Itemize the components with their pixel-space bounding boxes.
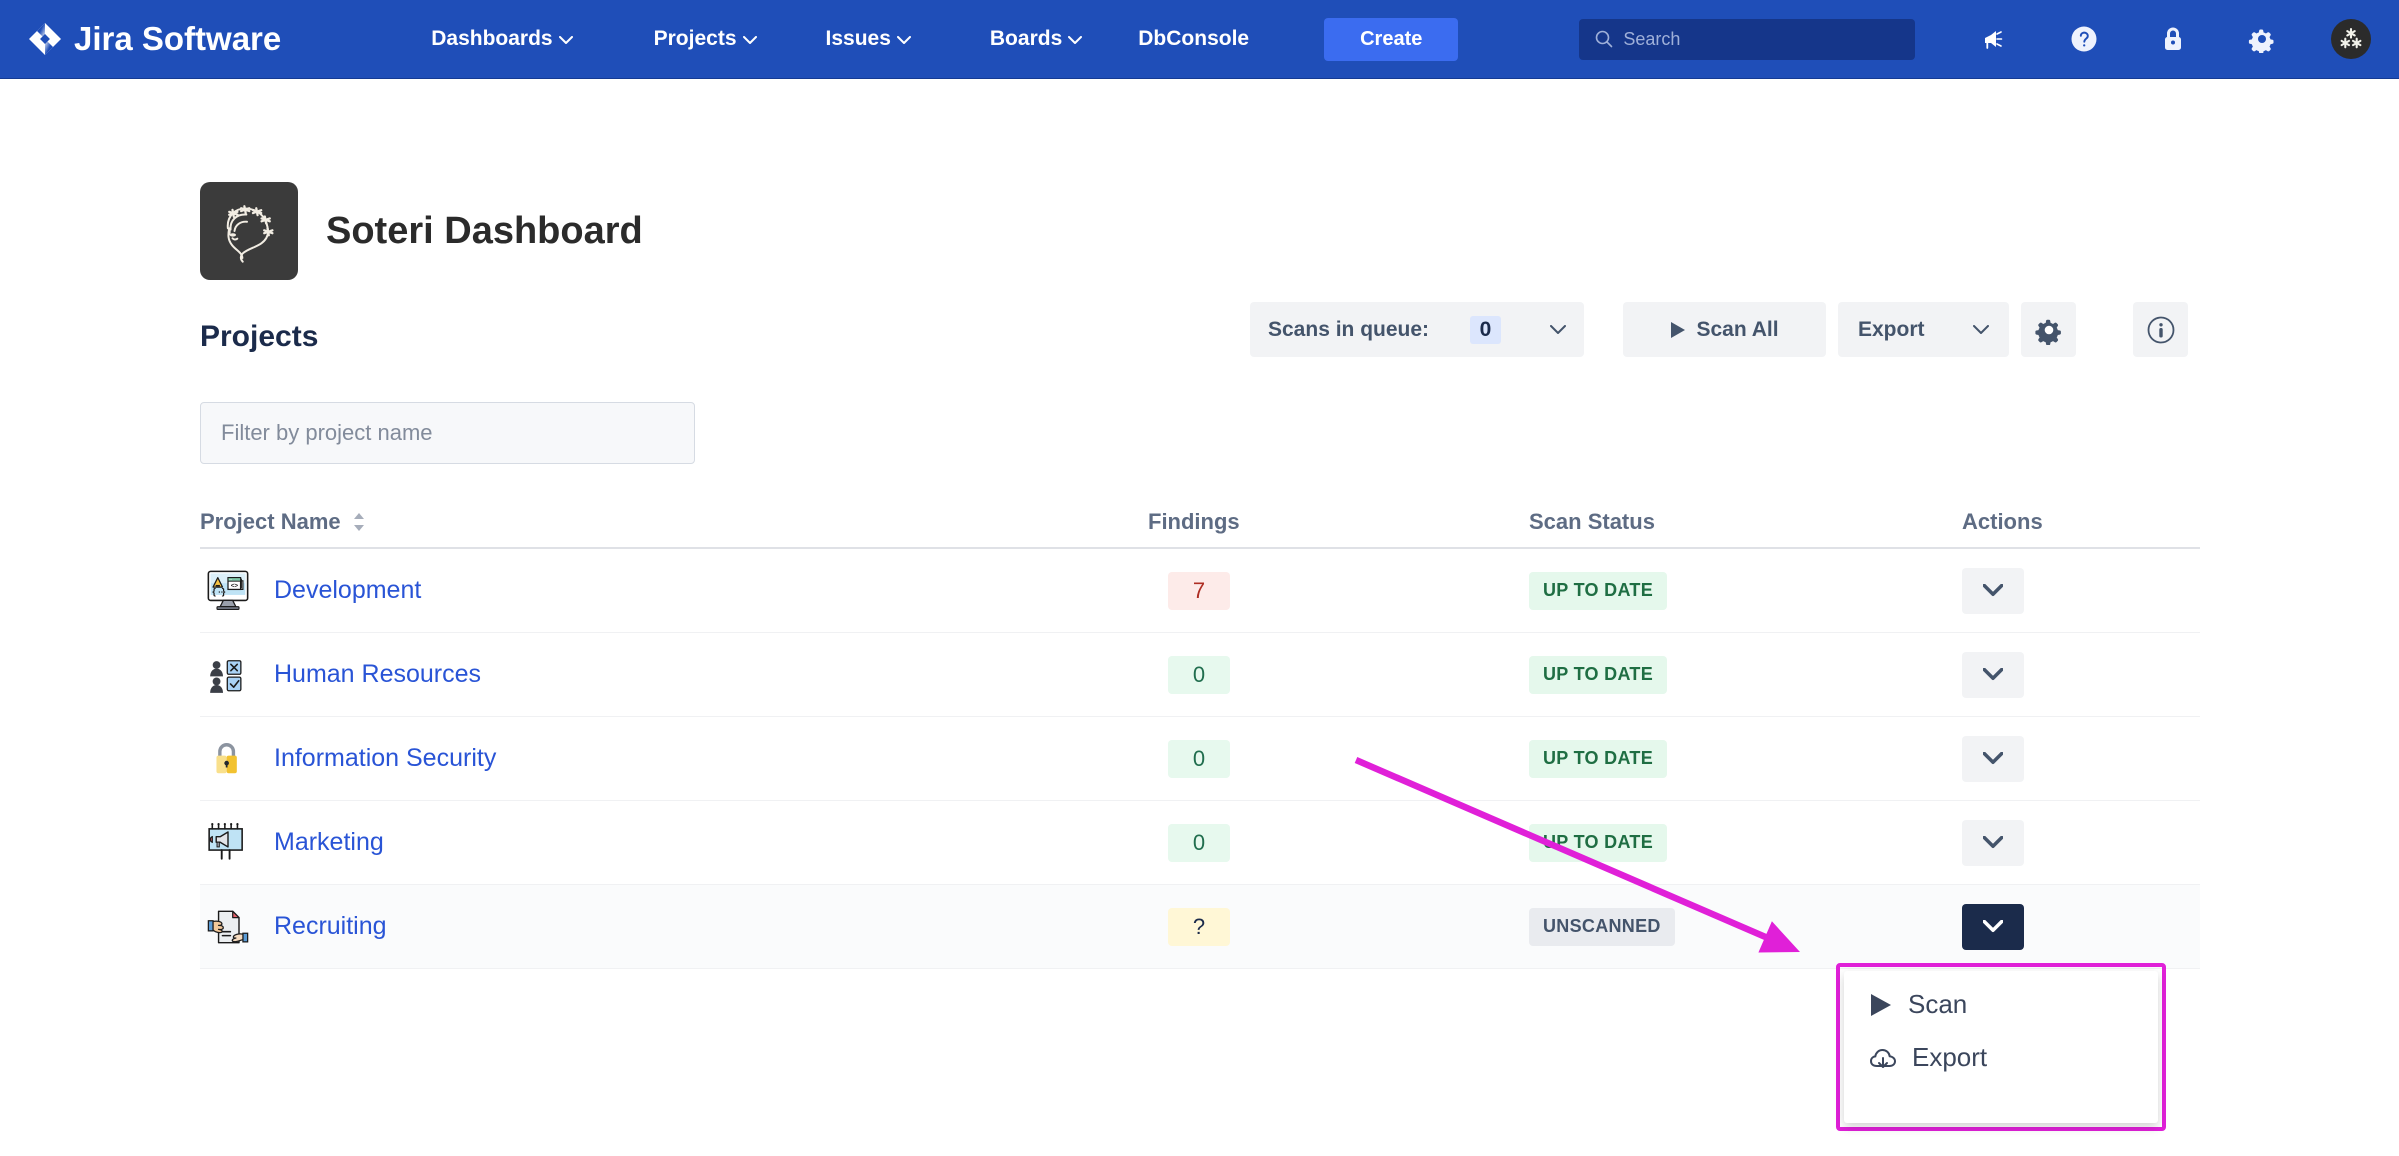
svg-text:<>: <> xyxy=(231,582,239,589)
svg-text:{: { xyxy=(212,585,216,596)
svg-text:}: } xyxy=(222,585,226,596)
